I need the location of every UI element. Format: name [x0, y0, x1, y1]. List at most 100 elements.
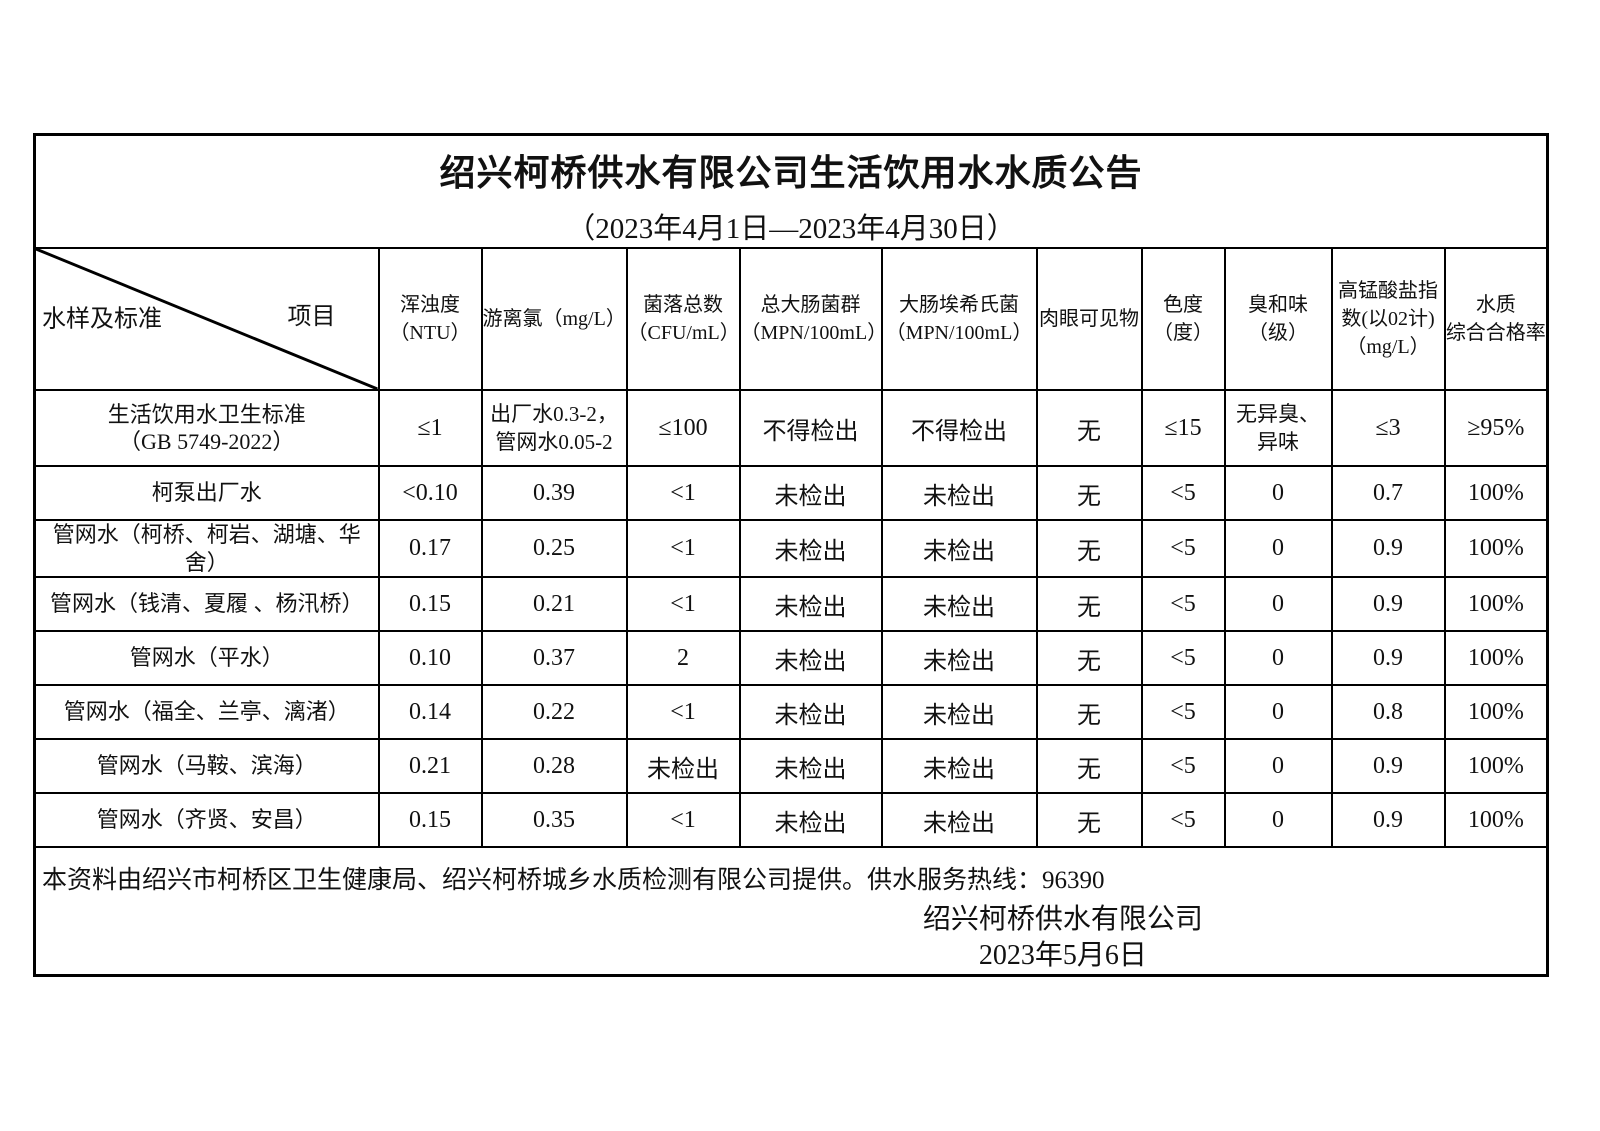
table-row: 管网水（福全、兰亭、漓渚） 0.14 0.22 <1 未检出 未检出无 <5 0 0.8 100% — [33, 684, 1549, 740]
table-row: 柯泵出厂水 <0.10 0.39 <1 未检出 未检出无 <5 0 0.7 100% — [33, 465, 1549, 521]
value-cell: 未检出 — [880, 465, 1038, 521]
value-cell: 0.8 — [1330, 684, 1446, 740]
value-cell: 0.21 — [480, 576, 628, 632]
value-cell: 未检出 — [738, 519, 883, 578]
value-cell: <1 — [625, 684, 741, 740]
diagonal-divider-line — [36, 250, 377, 388]
value-cell: 不得检出 — [880, 389, 1038, 467]
value-cell: 0.14 — [377, 684, 483, 740]
value-cell: 未检出 — [880, 576, 1038, 632]
value-cell: 出厂水0.3-2， 管网水0.05-2 — [480, 389, 628, 467]
row-name-cell: 管网水（柯桥、柯岩、湖塘、华 舍） — [33, 519, 380, 578]
column-header-ecoli: 大肠埃希氏菌 （MPN/100mL） — [880, 247, 1038, 391]
value-cell: 无异臭、 异味 — [1223, 389, 1333, 467]
value-cell: 未检出 — [880, 630, 1038, 686]
value-cell: 0.9 — [1330, 630, 1446, 686]
value-cell: 0 — [1223, 576, 1333, 632]
column-header-turbidity: 浑浊度 （NTU） — [377, 247, 483, 391]
value-cell: 未检出 — [880, 684, 1038, 740]
row-name-cell: 管网水（马鞍、滨海） — [33, 738, 380, 794]
column-header-free-chlorine: 游离氯（mg/L） — [480, 247, 628, 391]
value-cell: 未检出 — [880, 738, 1038, 794]
row-name-cell: 管网水（钱清、夏履 、杨汛桥） — [33, 576, 380, 632]
table-row: 管网水（柯桥、柯岩、湖塘、华 舍） 0.17 0.25 <1 未检出 未检出无 <5 0 0.9… — [33, 519, 1549, 578]
table-row: 管网水（齐贤、安昌） 0.15 0.35 <1 未检出 未检出无 <5 0 0.9 100% — [33, 792, 1549, 848]
value-cell: 0 — [1223, 792, 1333, 848]
value-cell: 无 — [1035, 465, 1143, 521]
row-name-cell: 生活饮用水卫生标准 （GB 5749-2022） — [33, 389, 380, 467]
page-title: 绍兴柯桥供水有限公司生活饮用水水质公告 — [439, 153, 1143, 193]
column-header-permanganate-index: 高锰酸盐指 数(以02计) （mg/L） — [1330, 247, 1446, 391]
row-name-cell: 管网水（平水） — [33, 630, 380, 686]
value-cell: ≤100 — [625, 389, 741, 467]
value-cell: 0 — [1223, 519, 1333, 578]
corner-label-sample-standard: 水样及标准 — [42, 306, 162, 333]
value-cell: <0.10 — [377, 465, 483, 521]
table-row: 管网水（钱清、夏履 、杨汛桥） 0.15 0.21 <1 未检出 未检出无 <5 0 0.9 10… — [33, 576, 1549, 632]
value-cell: ≤15 — [1140, 389, 1226, 467]
value-cell: 100% — [1443, 576, 1549, 632]
row-name-cell: 管网水（齐贤、安昌） — [33, 792, 380, 848]
value-cell: 未检出 — [738, 684, 883, 740]
value-cell: 0 — [1223, 465, 1333, 521]
column-header-visible-matter: 肉眼可见物 — [1035, 247, 1143, 391]
title-row: 绍兴柯桥供水有限公司生活饮用水水质公告 （2023年4月1日—2023年4月30… — [33, 133, 1549, 249]
value-cell: 0.7 — [1330, 465, 1446, 521]
column-header-odor: 臭和味 （级） — [1223, 247, 1333, 391]
column-header-chroma: 色度 （度） — [1140, 247, 1226, 391]
value-cell: 无 — [1035, 684, 1143, 740]
value-cell: 未检出 — [738, 465, 883, 521]
value-cell: 未检出 — [738, 738, 883, 794]
value-cell: 0.22 — [480, 684, 628, 740]
value-cell: <1 — [625, 519, 741, 578]
value-cell: 无 — [1035, 389, 1143, 467]
value-cell: <5 — [1140, 630, 1226, 686]
value-cell: <5 — [1140, 684, 1226, 740]
value-cell: <5 — [1140, 519, 1226, 578]
signature-company: 绍兴柯桥供水有限公司 — [922, 904, 1203, 935]
value-cell: <5 — [1140, 576, 1226, 632]
value-cell: 未检出 — [738, 792, 883, 848]
water-quality-table: 绍兴柯桥供水有限公司生活饮用水水质公告 （2023年4月1日—2023年4月30… — [33, 133, 1550, 977]
value-cell: 100% — [1443, 792, 1549, 848]
value-cell: <1 — [625, 465, 741, 521]
title-cell: 绍兴柯桥供水有限公司生活饮用水水质公告 （2023年4月1日—2023年4月30… — [33, 133, 1549, 249]
header-row: 水样及标准 项目 浑浊度 （NTU） 游离氯（mg/L） 菌落总数 （CFU/m… — [33, 247, 1549, 391]
value-cell: 0.15 — [377, 576, 483, 632]
value-cell: 0.9 — [1330, 792, 1446, 848]
value-cell: 0.15 — [377, 792, 483, 848]
column-header-pass-rate: 水质 综合合格率 — [1443, 247, 1549, 391]
corner-header-cell: 水样及标准 项目 — [33, 247, 380, 391]
signature-block: 绍兴柯桥供水有限公司 2023年5月6日 — [836, 902, 1289, 973]
footer-cell: 本资料由绍兴市柯桥区卫生健康局、绍兴柯桥城乡水质检测有限公司提供。供水服务热线：… — [33, 846, 1549, 976]
value-cell: 0.17 — [377, 519, 483, 578]
value-cell: <1 — [625, 576, 741, 632]
value-cell: 无 — [1035, 519, 1143, 578]
footer-note: 本资料由绍兴市柯桥区卫生健康局、绍兴柯桥城乡水质检测有限公司提供。供水服务热线：… — [42, 867, 1105, 894]
value-cell: <5 — [1140, 792, 1226, 848]
value-cell: 0.35 — [480, 792, 628, 848]
column-header-total-coliform: 总大肠菌群 （MPN/100mL） — [738, 247, 883, 391]
value-cell: <1 — [625, 792, 741, 848]
value-cell: 未检出 — [880, 519, 1038, 578]
footer-row: 本资料由绍兴市柯桥区卫生健康局、绍兴柯桥城乡水质检测有限公司提供。供水服务热线：… — [33, 846, 1549, 976]
value-cell: 0 — [1223, 684, 1333, 740]
value-cell: 不得检出 — [738, 389, 883, 467]
value-cell: 100% — [1443, 519, 1549, 578]
value-cell: 0.37 — [480, 630, 628, 686]
table-row: 管网水（平水） 0.10 0.37 2 未检出 未检出无 <5 0 0.9 100% — [33, 630, 1549, 686]
row-name-cell: 管网水（福全、兰亭、漓渚） — [33, 684, 380, 740]
value-cell: 0.21 — [377, 738, 483, 794]
value-cell: 无 — [1035, 576, 1143, 632]
standard-row: 生活饮用水卫生标准 （GB 5749-2022） ≤1 出厂水0.3-2， 管网水0… — [33, 389, 1549, 467]
signature-date: 2023年5月6日 — [978, 940, 1147, 972]
value-cell: 0.9 — [1330, 519, 1446, 578]
value-cell: 0.10 — [377, 630, 483, 686]
value-cell: 0 — [1223, 738, 1333, 794]
value-cell: 未检出 — [625, 738, 741, 794]
value-cell: 未检出 — [738, 630, 883, 686]
value-cell: 100% — [1443, 630, 1549, 686]
value-cell: 0.25 — [480, 519, 628, 578]
value-cell: 未检出 — [738, 576, 883, 632]
